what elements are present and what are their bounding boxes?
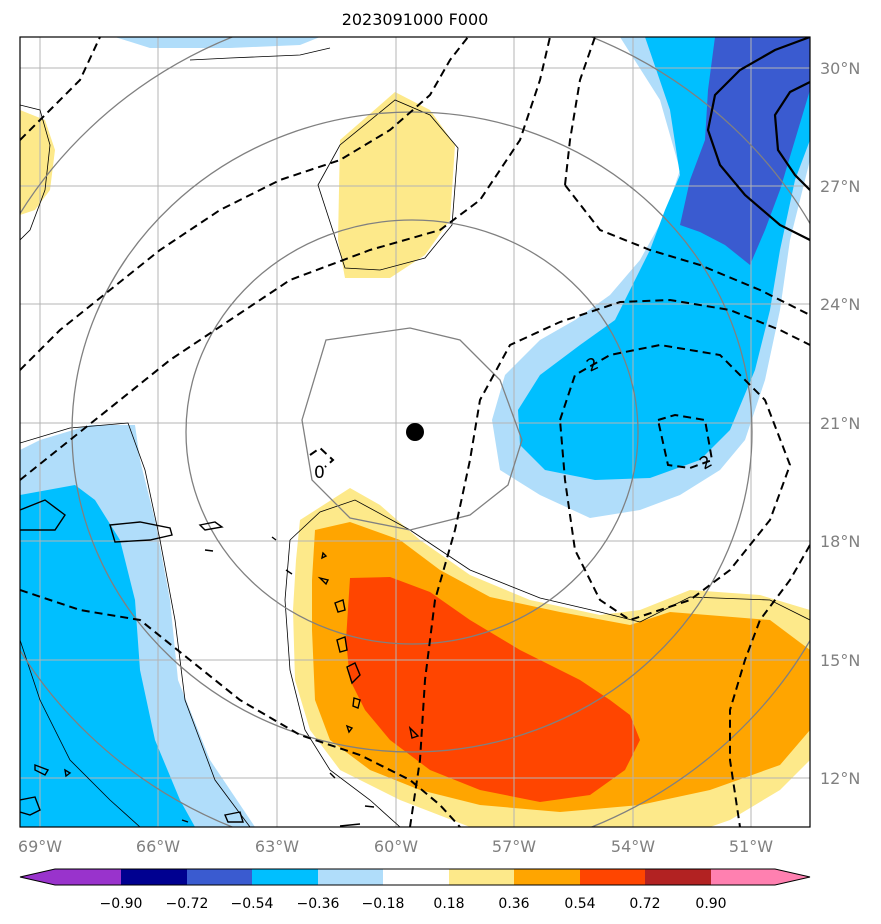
lon-label: 69°W [18, 837, 62, 856]
lon-label: 60°W [374, 837, 418, 856]
dashed-contours [20, 37, 810, 827]
colorbar-tick: −0.54 [231, 896, 274, 912]
lon-label: 57°W [492, 837, 536, 856]
colorbar-seg [383, 869, 449, 885]
colorbar-tick: 0.90 [695, 896, 726, 912]
lat-label: 27°N [820, 177, 860, 196]
colorbar-seg [252, 869, 318, 885]
colorbar-seg [55, 869, 121, 885]
colorbar-tick: −0.72 [166, 896, 209, 912]
colorbar: −0.90 −0.72 −0.54 −0.36 −0.18 0.18 0.36 … [19, 868, 811, 912]
colorbar-tick: −0.36 [297, 896, 340, 912]
longitude-labels: 69°W 66°W 63°W 60°W 57°W 54°W 51°W [18, 837, 773, 856]
shade-south-red [346, 577, 640, 802]
thin-contours [20, 47, 810, 827]
lat-label: 24°N [820, 295, 860, 314]
colorbar-seg [121, 869, 187, 885]
colorbar-tick: 0.18 [433, 896, 464, 912]
colorbar-seg [187, 869, 252, 885]
colorbar-seg [514, 869, 580, 885]
lon-label: 66°W [136, 837, 180, 856]
shade-top-light-blue [115, 37, 320, 48]
solid-contours [706, 37, 810, 241]
lat-label: 30°N [820, 59, 860, 78]
colorbar-tick: 0.36 [498, 896, 529, 912]
storm-center-dot [406, 423, 424, 441]
latitude-labels: 30°N 27°N 24°N 21°N 18°N 15°N 12°N [820, 59, 860, 788]
coastlines [20, 499, 420, 827]
map-title: 2023091000 F000 [341, 10, 489, 29]
lat-label: 15°N [820, 651, 860, 670]
colorbar-tick: −0.18 [362, 896, 405, 912]
lon-label: 54°W [611, 837, 655, 856]
colorbar-seg [711, 869, 775, 885]
lon-label: 63°W [255, 837, 299, 856]
plot-area: 2 2 0 [20, 37, 810, 827]
lon-label: 51°W [729, 837, 773, 856]
colorbar-seg [318, 869, 383, 885]
colorbar-extend-left [20, 869, 55, 885]
colorbar-tick: 0.72 [629, 896, 660, 912]
colorbar-seg [580, 869, 645, 885]
graticule [20, 37, 810, 827]
lat-label: 18°N [820, 532, 860, 551]
lat-label: 21°N [820, 414, 860, 433]
shade-ne-dark-blue [680, 37, 810, 265]
lat-label: 12°N [820, 769, 860, 788]
colorbar-seg [449, 869, 514, 885]
colorbar-outline [19, 868, 811, 886]
contour-label-0: 0 [314, 463, 325, 483]
shade-west-blue [20, 485, 195, 827]
map-frame [19, 36, 811, 828]
colorbar-extend-right [775, 869, 810, 885]
colorbar-tick: −0.90 [100, 896, 143, 912]
colorbar-seg [645, 869, 711, 885]
colorbar-tick: 0.54 [564, 896, 595, 912]
shade-nw-yellow [20, 110, 55, 215]
